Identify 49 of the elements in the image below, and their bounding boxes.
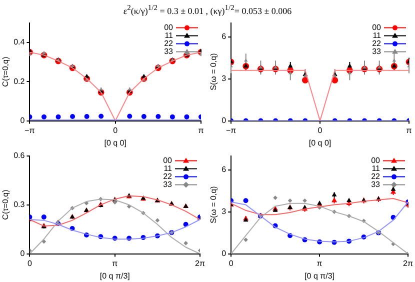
legend-label: 33 — [163, 180, 173, 190]
x-axis-title: [0 q π/3] — [100, 271, 130, 280]
x-axis-title: [0 q 0] — [104, 138, 126, 148]
legend-label: 33 — [164, 47, 174, 56]
legend-label: 11 — [164, 31, 174, 40]
legend-label: 22 — [164, 39, 174, 48]
legend-label: 00 — [164, 23, 174, 32]
chart-title: ε$^{2}$(κ/γ)$^{1/2}$ = 0.3 ± 0.01 , (κγ)$^{1/2}$= 0.053 ± 0.006 — [122, 2, 293, 17]
y-axis-title: C(τ=0,q) — [1, 56, 10, 87]
y-tick-label: 0.2 — [14, 76, 26, 86]
y-tick-label: 0 — [222, 249, 227, 258]
legend-label: 22 — [163, 172, 173, 182]
y-tick-label: 3 — [222, 207, 227, 216]
x-tick-label: π — [406, 126, 412, 135]
y-axis-title: S(ω = 0,q) — [209, 186, 218, 224]
x-axis-title: [0 q π/3] — [304, 271, 335, 280]
x-tick-label: 0 — [228, 258, 234, 268]
x-tick-label: π — [316, 258, 323, 268]
x-tick-label: 0 — [27, 258, 32, 268]
legend-label: 00 — [163, 156, 173, 166]
x-tick-label: 0 — [113, 126, 118, 135]
y-tick-label: 0.4 — [14, 38, 26, 47]
x-tick-label: −π — [226, 126, 237, 135]
legend-label: 11 — [372, 31, 382, 40]
legend-label: 33 — [371, 180, 381, 190]
y-tick-label: 0.6 — [14, 151, 26, 160]
y-axis-title: S(ω = 0,q) — [209, 52, 218, 90]
x-tick-label: π — [198, 126, 204, 135]
legend-label: 22 — [371, 172, 381, 182]
x-axis-title: [0 q 0] — [308, 138, 332, 148]
x-tick-label: 0 — [318, 126, 323, 135]
y-tick-label: 6 — [222, 32, 227, 42]
y-tick-label: 6 — [222, 165, 227, 174]
x-tick-label: 2π — [195, 258, 206, 268]
y-tick-label: 0 — [20, 249, 26, 258]
y-tick-label: 0 — [222, 116, 227, 126]
y-tick-label: 0.3 — [14, 200, 26, 210]
legend-label: 00 — [371, 156, 381, 166]
legend-label: 11 — [372, 164, 381, 174]
y-tick-label: 3 — [222, 74, 227, 84]
x-tick-label: π — [112, 258, 118, 268]
x-tick-label: 2π — [403, 258, 414, 268]
legend-label: 00 — [372, 23, 382, 32]
y-tick-label: 0 — [20, 116, 26, 126]
legend-label: 22 — [372, 39, 382, 48]
y-axis-title: C(τ=0,q) — [1, 189, 10, 220]
legend-label: 11 — [164, 164, 173, 174]
legend-label: 33 — [372, 47, 382, 56]
x-tick-label: −π — [24, 126, 36, 135]
